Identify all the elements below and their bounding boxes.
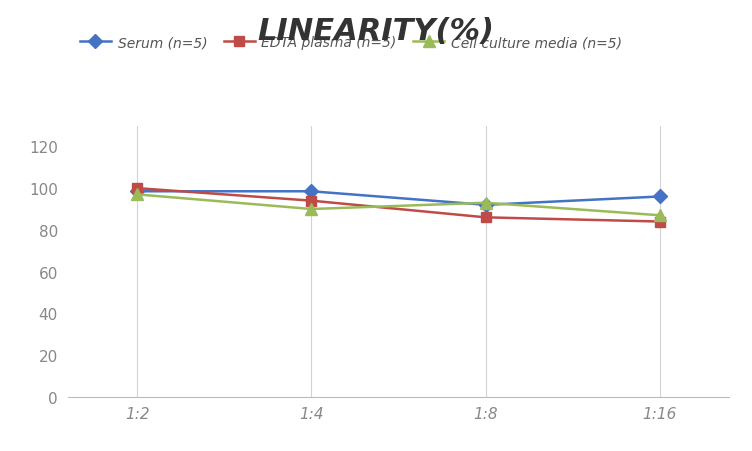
Serum (n=5) — [481, 202, 490, 208]
Serum (n=5) — [307, 189, 316, 194]
Cell culture media (n=5) — [655, 213, 664, 218]
EDTA plasma (n=5) — [133, 186, 142, 191]
EDTA plasma (n=5) — [481, 215, 490, 221]
Serum (n=5) — [655, 194, 664, 200]
Legend: Serum (n=5), EDTA plasma (n=5), Cell culture media (n=5): Serum (n=5), EDTA plasma (n=5), Cell cul… — [74, 30, 627, 55]
EDTA plasma (n=5) — [655, 219, 664, 225]
EDTA plasma (n=5) — [307, 198, 316, 204]
Cell culture media (n=5) — [481, 201, 490, 206]
Line: Serum (n=5): Serum (n=5) — [132, 187, 665, 210]
Line: Cell culture media (n=5): Cell culture media (n=5) — [132, 189, 666, 221]
Text: LINEARITY(%): LINEARITY(%) — [257, 17, 495, 46]
Cell culture media (n=5) — [307, 207, 316, 212]
Line: EDTA plasma (n=5): EDTA plasma (n=5) — [132, 184, 665, 227]
Serum (n=5) — [133, 189, 142, 194]
Cell culture media (n=5) — [133, 192, 142, 198]
